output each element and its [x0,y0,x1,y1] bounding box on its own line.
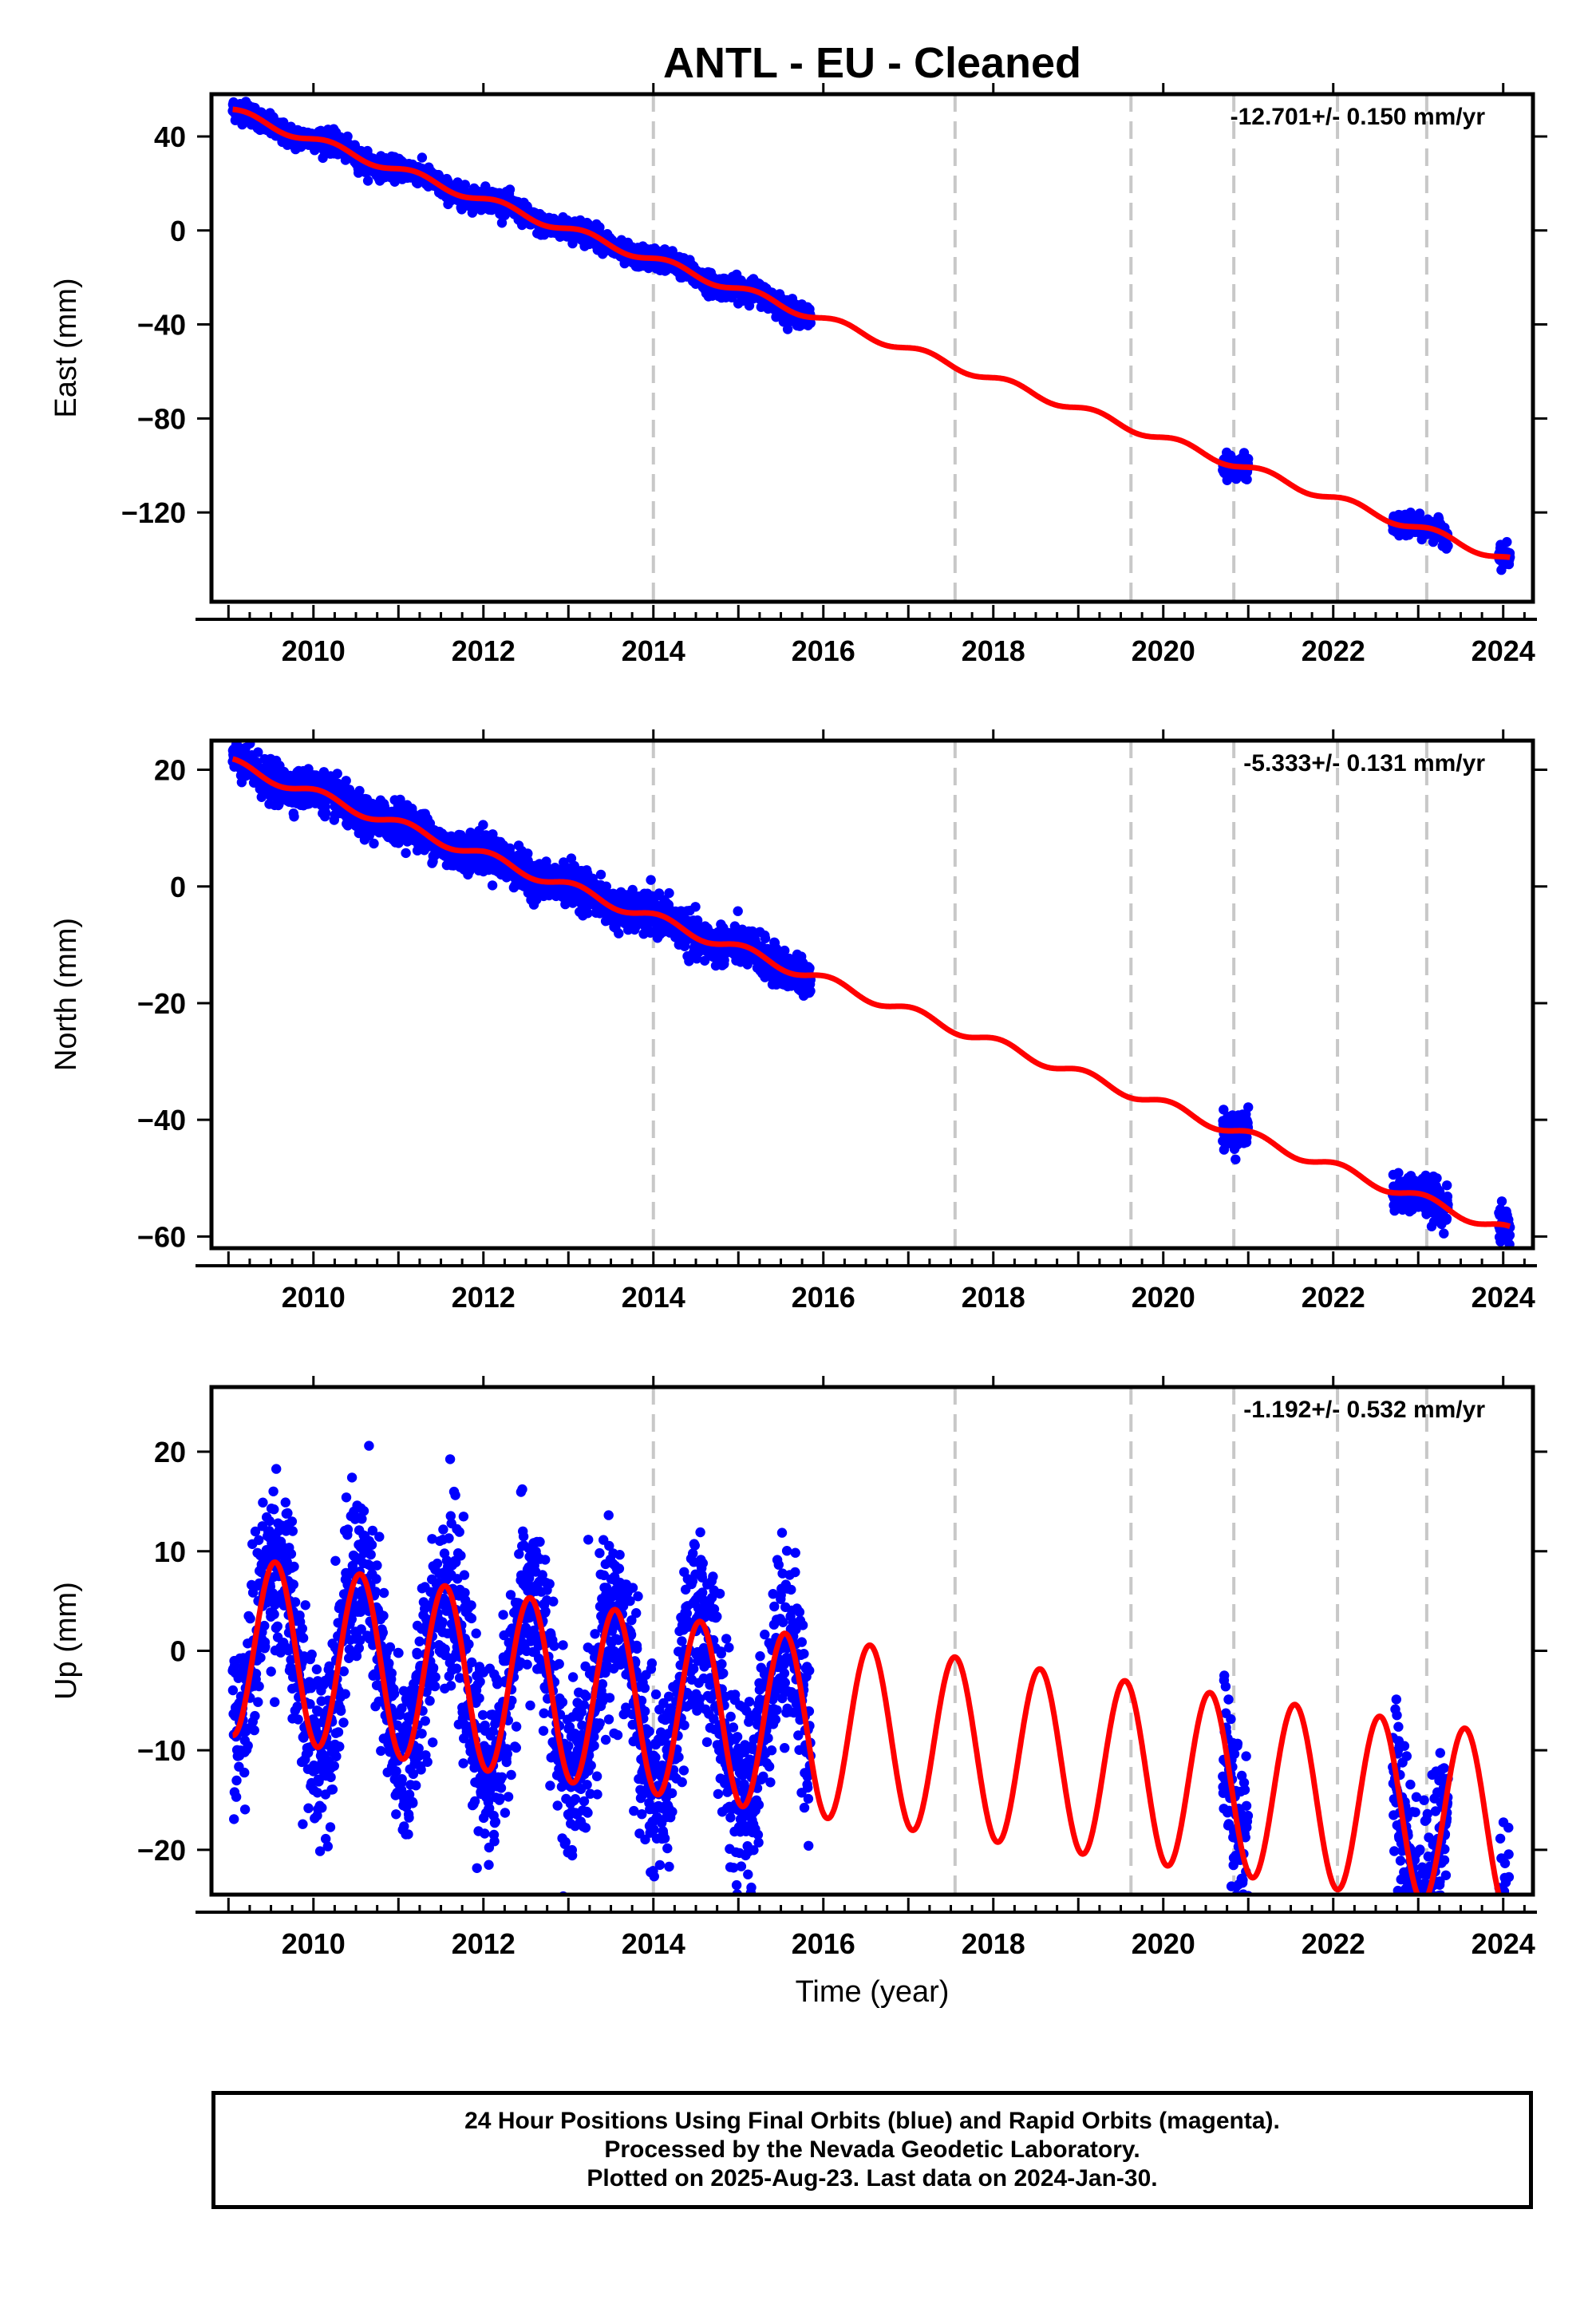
observed-points [227,741,1515,1248]
data-point [664,887,674,899]
y-tick-label: −40 [137,309,186,342]
data-point [460,180,470,190]
data-point [805,318,816,328]
data-point [1443,540,1453,551]
data-point [321,808,331,818]
x-tick-label: 2022 [1302,634,1365,667]
data-point [1414,508,1425,519]
data-point [805,986,816,997]
x-tick-label: 2014 [622,634,685,667]
x-tick-label: 2010 [282,634,346,667]
data-point [362,176,373,186]
data-point [504,184,516,195]
data-point [595,869,606,880]
x-tick-label: 2024 [1472,634,1535,667]
data-point [804,962,815,974]
x-tick-label: 2012 [452,634,516,667]
data-point [595,222,605,232]
data-point [417,152,428,163]
data-point [496,218,508,228]
data-point [646,875,656,885]
figure-title: ANTL - EU - Cleaned [663,39,1081,87]
data-point [369,838,379,849]
data-point [782,324,793,334]
panel-east: 2010 2012 2014 2016 2018 2020 2022 2024 40 0 −40 −8… [49,83,1547,667]
data-point [1502,536,1512,547]
data-point [478,820,488,830]
rate-annotation: -12.701+/- 0.150 mm/yr [1231,104,1486,130]
data-point [733,906,743,916]
x-tick-label: 2016 [792,634,855,667]
data-point [332,769,342,779]
panel-north: 2010 2012 2014 2016 2018 2020 2022 2024200−20−4… [49,729,1547,1314]
data-point [690,902,701,912]
data-point [504,843,516,854]
y-tick-label: −120 [121,496,186,529]
y-tick-label: 40 [154,121,186,153]
data-point [401,848,411,859]
data-point [614,928,624,939]
x-tick-label: 2020 [1132,634,1195,667]
data-point [760,933,771,944]
data-point [487,880,498,891]
data-point [341,776,351,786]
data-point [342,131,353,142]
data-point [289,812,299,822]
y-tick-label: −80 [137,402,186,435]
y-tick-label: 0 [170,215,186,247]
data-point [1242,474,1252,484]
x-tick-label: 2018 [962,634,1025,667]
data-point [1243,453,1254,464]
y-axis-label: East (mm) [49,278,83,417]
model-fit-line [231,106,1512,560]
